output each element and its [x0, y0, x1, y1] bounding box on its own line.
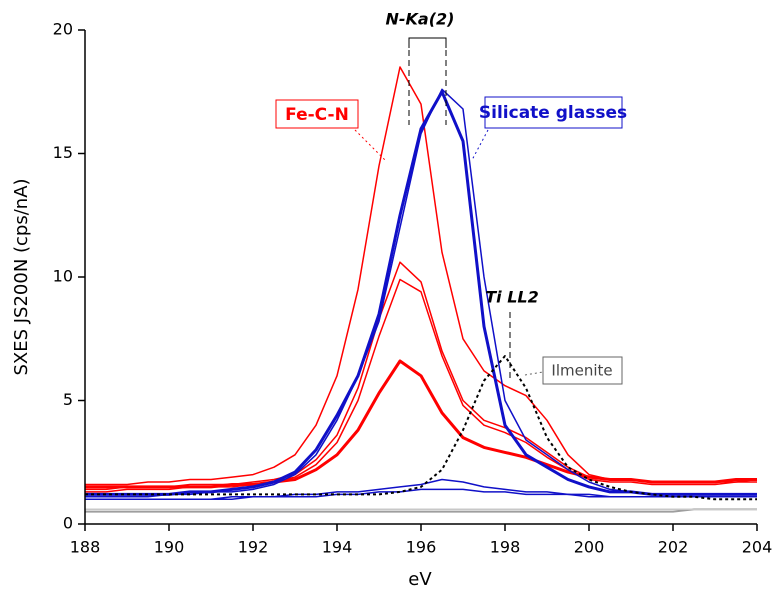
- annotation: Fe-C-N: [285, 105, 349, 125]
- spectrum-line: [85, 488, 757, 501]
- spectrum-line: [85, 508, 757, 513]
- x-axis-label: eV: [408, 569, 432, 590]
- spectrum-line: [85, 90, 757, 496]
- spectrum-line: [85, 278, 757, 493]
- leader-line: [524, 371, 544, 376]
- x-tick-label: 202: [658, 538, 689, 557]
- annotation: N-Ka(2): [386, 10, 455, 29]
- label-box: [275, 99, 359, 129]
- spectrum-line: [85, 355, 757, 501]
- y-tick-label: 0: [63, 514, 73, 533]
- annotation: Ti LL2: [485, 288, 539, 307]
- y-tick-label: 10: [53, 267, 73, 286]
- annotation: Ilmenite: [551, 362, 612, 380]
- x-tick-label: 190: [154, 538, 185, 557]
- x-tick-label: 200: [574, 538, 605, 557]
- leader-line: [471, 129, 489, 161]
- x-tick-label: 194: [322, 538, 353, 557]
- annotations: N-Ka(2) Ti LL2 Fe-C-N Silicate glasses I…: [275, 10, 627, 385]
- spectrum-line: [85, 359, 757, 489]
- y-tick-label: 20: [53, 20, 73, 39]
- label-box: [542, 356, 623, 385]
- x-tick-label: 192: [238, 538, 269, 557]
- x-tick-label: 198: [490, 538, 521, 557]
- y-tick-label: 15: [53, 143, 73, 162]
- leader-line: [354, 129, 386, 161]
- x-tick-label: 204: [742, 538, 773, 557]
- y-tick-label: 5: [63, 390, 73, 409]
- bracket: [408, 37, 447, 48]
- x-tick-label: 188: [70, 538, 101, 557]
- y-axis-label: SXES JS200N (cps/nA): [11, 178, 32, 375]
- annotation: Silicate glasses: [479, 103, 627, 123]
- x-tick-label: 196: [406, 538, 437, 557]
- label-box: [484, 96, 623, 129]
